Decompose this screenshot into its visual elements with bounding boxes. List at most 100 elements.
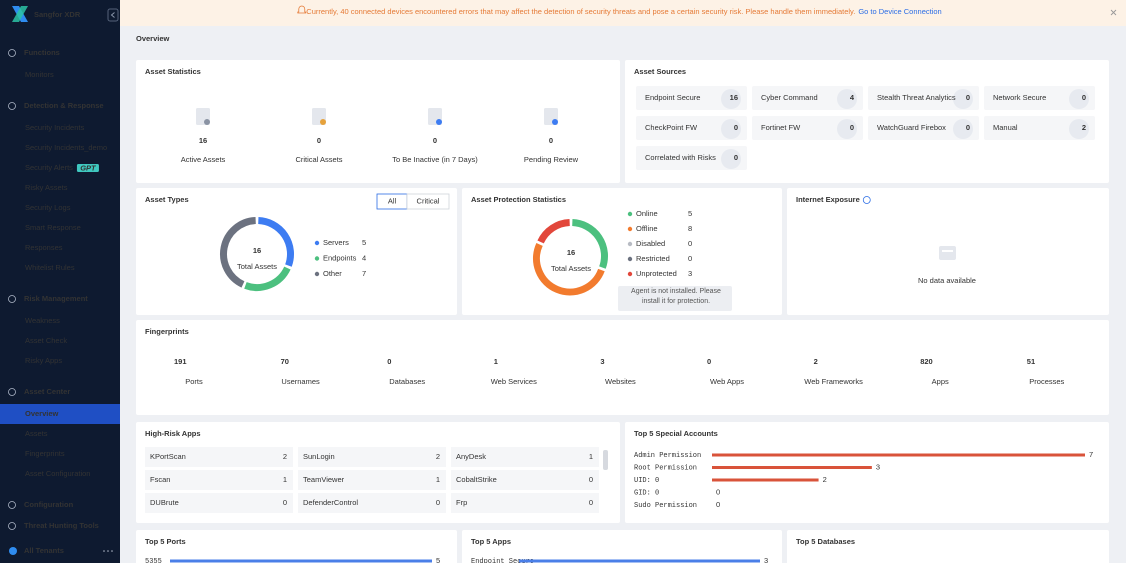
menu-item[interactable]: Fingerprints [25, 449, 65, 458]
source-box[interactable] [984, 116, 1095, 140]
source-decor [721, 89, 741, 109]
source-box[interactable] [636, 86, 747, 110]
stat-label: Critical Assets [295, 155, 342, 164]
menu-item[interactable]: Risky Assets [25, 183, 68, 192]
menu-item[interactable]: Security Logs [25, 203, 71, 212]
app-count: 2 [436, 452, 440, 461]
menu-item[interactable]: Asset Configuration [25, 469, 90, 478]
bar-value: 7 [1089, 450, 1093, 459]
fingerprint-label: Websites [605, 377, 636, 386]
stat-value: 16 [199, 136, 207, 145]
menu-item[interactable]: Security Incidents_demo [25, 143, 107, 152]
app-cell [298, 493, 446, 513]
source-name: Manual [993, 123, 1018, 132]
source-box[interactable] [636, 146, 747, 170]
fingerprint-value: 3 [600, 357, 604, 366]
card [787, 530, 1109, 563]
menu-icon [8, 501, 16, 509]
legend-value: 0 [688, 239, 692, 248]
legend-label: Disabled [636, 239, 665, 248]
legend-dot [314, 271, 320, 277]
stat-value: 0 [433, 136, 437, 145]
card-title: Top 5 Apps [471, 537, 511, 546]
source-name: Endpoint Secure [645, 93, 700, 102]
menu-item[interactable]: Weakness [25, 316, 60, 325]
source-box[interactable] [636, 116, 747, 140]
app-cell [451, 493, 599, 513]
menu-group[interactable]: Risk Management [24, 294, 88, 303]
bar-label: 5355 [145, 558, 162, 563]
menu-item[interactable]: Security Incidents [25, 123, 84, 132]
empty-icon-line [942, 250, 953, 252]
banner: Currently, 40 connected devices encounte… [306, 7, 941, 16]
source-decor [837, 89, 857, 109]
legend-dot [314, 240, 320, 246]
app-cell [298, 447, 446, 467]
legend-value: 7 [362, 269, 366, 278]
menu-item[interactable]: Whitelist Rules [25, 263, 75, 272]
badge-bg [76, 164, 99, 172]
card-title: Asset Protection Statistics [471, 195, 566, 204]
stat-value: 0 [549, 136, 553, 145]
bar [712, 453, 1085, 457]
empty-text: No data available [918, 276, 976, 285]
source-box[interactable] [752, 86, 863, 110]
fingerprint-label: Databases [389, 377, 425, 386]
source-box[interactable] [868, 116, 979, 140]
app-name: Fscan [150, 475, 170, 484]
source-decor [1069, 119, 1089, 139]
app-cell [145, 470, 293, 490]
menu-group[interactable]: Configuration [24, 500, 74, 509]
menu-group[interactable]: Threat Hunting Tools [24, 521, 99, 530]
menu-item[interactable]: Asset Check [25, 336, 67, 345]
app-name: SunLogin [303, 452, 335, 461]
fingerprint-value: 0 [707, 357, 711, 366]
brand: Sangfor XDR [34, 10, 81, 19]
menu-item[interactable]: Security Alerts [25, 163, 73, 172]
source-name: CheckPoint FW [645, 123, 698, 132]
page-title: Overview [136, 34, 170, 43]
legend-dot [627, 241, 633, 247]
app-cell [451, 470, 599, 490]
source-box[interactable] [868, 86, 979, 110]
menu-group[interactable]: Functions [24, 48, 60, 57]
card [625, 422, 1109, 523]
app-cell [145, 447, 293, 467]
empty-icon [939, 246, 956, 260]
card-title: Asset Sources [634, 67, 686, 76]
menu-icon [8, 295, 16, 303]
source-decor [953, 119, 973, 139]
collapse-button[interactable] [107, 8, 119, 22]
menu-item[interactable]: Smart Response [25, 223, 81, 232]
menu-item[interactable]: Assets [25, 429, 48, 438]
banner-link[interactable]: Go to Device Connection [858, 7, 941, 16]
source-box[interactable] [984, 86, 1095, 110]
fingerprint-label: Processes [1029, 377, 1064, 386]
menu-item[interactable]: Responses [25, 243, 63, 252]
donut-segment [258, 217, 294, 267]
menu-item[interactable]: Overview [25, 409, 59, 418]
tab-label[interactable]: Critical [417, 196, 440, 205]
source-value: 0 [850, 123, 854, 132]
fingerprint-value: 1 [494, 357, 498, 366]
tab[interactable] [406, 193, 450, 210]
app-count: 1 [589, 452, 593, 461]
source-box[interactable] [752, 116, 863, 140]
tenant[interactable]: All Tenants [24, 546, 64, 555]
app-name: TeamViewer [303, 475, 345, 484]
menu-icon [8, 102, 16, 110]
menu-group[interactable]: Detection & Response [24, 101, 104, 110]
menu-group[interactable]: Asset Center [24, 387, 70, 396]
card [136, 188, 457, 315]
info-icon [862, 196, 871, 204]
app-name: DUBrute [150, 498, 179, 507]
legend-label: Online [636, 209, 658, 218]
protection-note: Agent is not installed. Please install i… [631, 288, 721, 305]
close-icon[interactable] [1110, 9, 1117, 16]
tab-label[interactable]: All [388, 196, 397, 205]
stat-icon-accent [320, 119, 326, 125]
menu-item[interactable]: Monitors [25, 70, 54, 79]
source-name: Fortinet FW [761, 123, 801, 132]
menu-item[interactable]: Risky Apps [25, 356, 62, 365]
